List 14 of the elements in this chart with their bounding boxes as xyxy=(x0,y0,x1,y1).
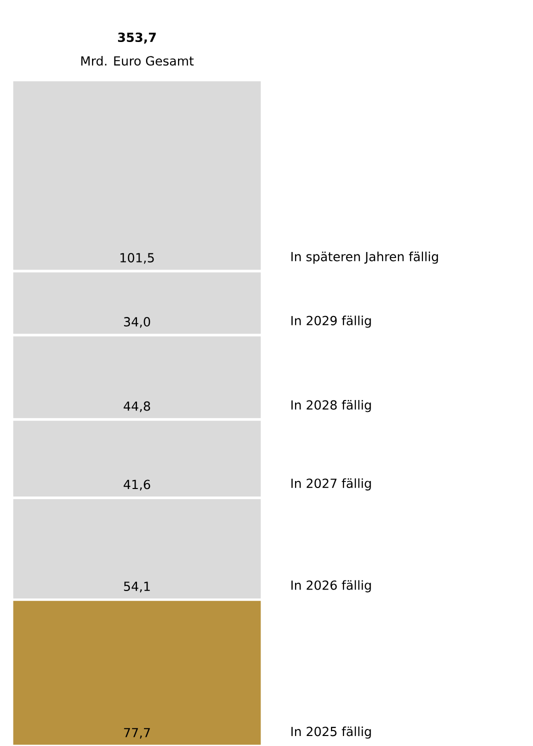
data-label: 34,0 xyxy=(124,317,150,328)
text: In 2025 fällig xyxy=(291,726,371,739)
text: In 2029 fällig xyxy=(291,316,371,328)
data-label: 44,8 xyxy=(124,401,150,412)
data-label: 77,7 xyxy=(124,728,150,739)
total-label: 353,7 xyxy=(118,32,156,44)
text: In 2027 fällig xyxy=(291,478,371,490)
text: In 2026 fällig xyxy=(291,580,371,592)
text: In späteren Jahren fällig xyxy=(291,252,438,264)
data-label: 54,1 xyxy=(124,582,150,592)
data-label: 41,6 xyxy=(124,480,150,490)
chart-subtitle: Mrd. Euro Gesamt xyxy=(81,56,194,66)
data-label: 101,5 xyxy=(120,253,154,264)
text: In 2028 fällig xyxy=(291,400,371,412)
